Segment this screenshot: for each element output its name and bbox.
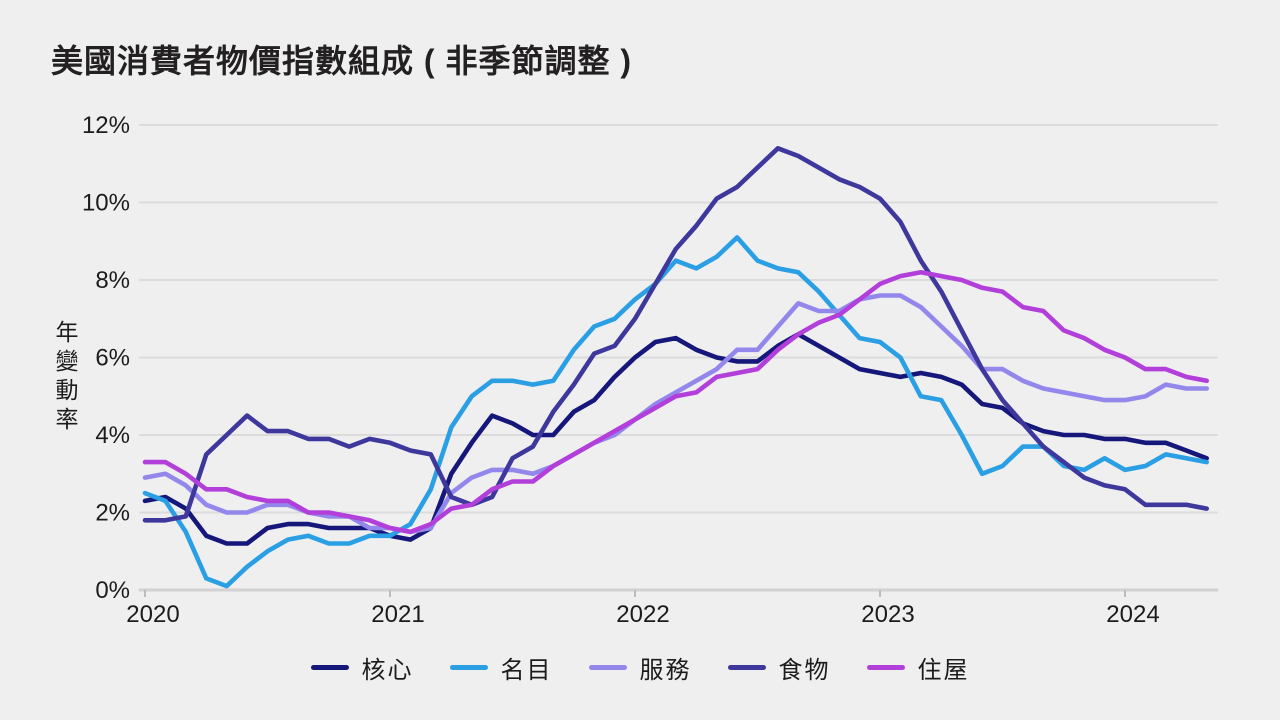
x-tick-label: 2024 (1106, 601, 1159, 628)
x-tick-label: 2021 (371, 601, 424, 628)
y-tick-label: 4% (95, 422, 130, 449)
legend-item: 食物 (727, 650, 831, 685)
legend-item: 核心 (310, 650, 414, 685)
series-line-核心 (142, 331, 1209, 546)
y-tick-label: 10% (82, 190, 130, 217)
y-tick-label: 12% (82, 112, 130, 139)
legend-swatch-icon (449, 665, 488, 670)
legend-label: 住屋 (917, 657, 970, 684)
series-line-名目 (142, 235, 1209, 589)
page-title: 美國消費者物價指數組成 ( 非季節調整 ) (51, 43, 632, 79)
y-tick-label: 6% (95, 345, 130, 372)
legend-label: 食物 (778, 657, 831, 684)
legend-swatch-icon (727, 665, 766, 670)
legend-swatch-icon (310, 665, 349, 670)
legend-item: 服務 (588, 650, 692, 685)
legend-item: 住屋 (866, 650, 970, 685)
legend-label: 核心 (361, 657, 414, 684)
y-tick-label: 8% (95, 267, 130, 294)
legend-label: 名目 (500, 657, 553, 684)
series-line-食物 (142, 146, 1209, 523)
legend-item: 名目 (449, 650, 553, 685)
x-tick-label: 2020 (126, 601, 179, 628)
y-tick-label: 0% (95, 577, 130, 604)
legend-swatch-icon (866, 665, 905, 670)
y-axis-title: 年變動率 (52, 320, 78, 436)
legend-label: 服務 (639, 657, 692, 684)
x-tick-label: 2023 (861, 601, 914, 628)
series-line-服務 (142, 293, 1209, 535)
chart-legend: 核心 名目 服務 食物 住屋 (0, 650, 1280, 685)
y-tick-label: 2% (95, 500, 130, 527)
x-tick-label: 2022 (616, 601, 669, 628)
series-line-住屋 (142, 269, 1209, 535)
legend-swatch-icon (588, 665, 627, 670)
